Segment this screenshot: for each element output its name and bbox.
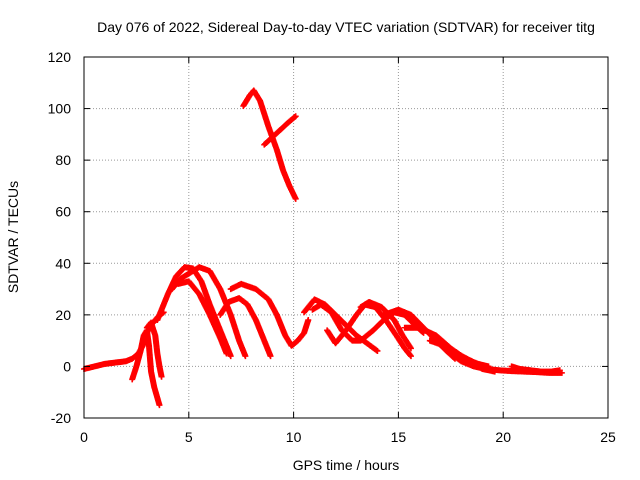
series-arc-high-2: [261, 113, 299, 148]
data-point: [407, 353, 414, 360]
y-tick-label: 120: [48, 49, 72, 65]
series-arc-low-bump: [508, 363, 563, 375]
data-point: [156, 402, 163, 409]
grid: [84, 57, 608, 418]
series-arc-dip-b: [143, 319, 165, 380]
data-point: [223, 350, 230, 357]
x-tick-label: 0: [80, 429, 88, 445]
chart-title: Day 076 of 2022, Sidereal Day-to-day VTE…: [97, 19, 595, 35]
y-tick-label: 100: [48, 101, 72, 117]
y-tick-label: -20: [51, 410, 71, 426]
data-point: [242, 353, 249, 360]
x-tick-label: 5: [185, 429, 193, 445]
data-point: [374, 347, 381, 354]
y-tick-label: 60: [55, 204, 71, 220]
data-point: [292, 113, 299, 120]
y-axis-label: SDTVAR / TECUs: [5, 181, 21, 293]
data-point: [556, 367, 563, 374]
series-arc-mid-3: [324, 301, 414, 360]
x-tick-label: 15: [391, 429, 407, 445]
data-point: [305, 317, 312, 324]
data-point: [158, 373, 165, 380]
plot-frame: [83, 56, 609, 419]
series-arc-shoulder-2: [227, 280, 312, 349]
series-arc-dip-a: [129, 327, 163, 409]
series-arc-shoulder-1: [217, 295, 274, 360]
y-tick-label: 20: [55, 307, 71, 323]
data-point: [292, 195, 299, 202]
series-arc-peak-3: [175, 278, 230, 357]
y-tick-label: 40: [55, 255, 71, 271]
series-arc-high-1: [240, 87, 299, 202]
data-layer: [81, 87, 565, 409]
data-point: [267, 353, 274, 360]
x-tick-label: 20: [495, 429, 511, 445]
data-point: [407, 345, 414, 352]
data-point: [227, 353, 234, 360]
y-tick-label: 0: [63, 358, 71, 374]
x-axis-label: GPS time / hours: [293, 457, 400, 473]
x-tick-label: 10: [286, 429, 302, 445]
x-tick-label: 25: [600, 429, 616, 445]
y-tick-label: 80: [55, 152, 71, 168]
ticks: 0 5 10 15 20 25 -20 0 20 40 60 80 100 120: [48, 49, 616, 445]
